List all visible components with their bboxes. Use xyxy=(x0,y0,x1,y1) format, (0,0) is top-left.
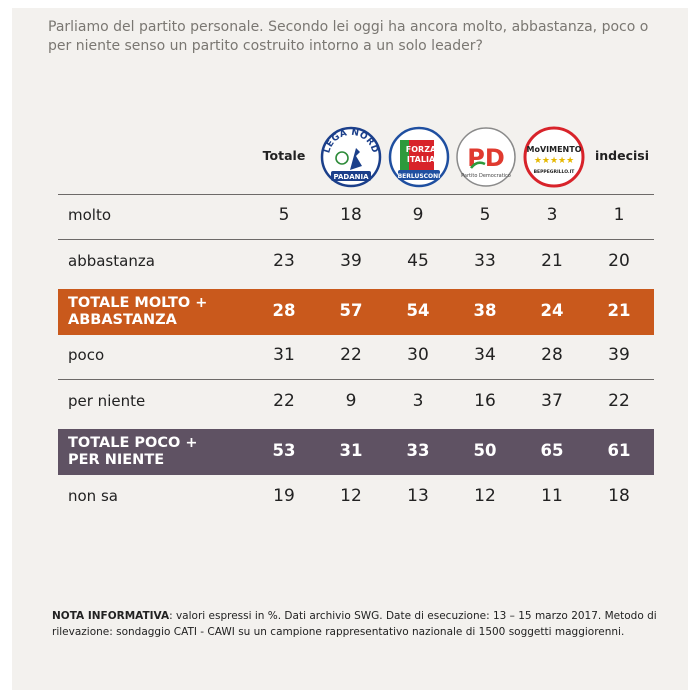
table-cell: 37 xyxy=(541,391,563,411)
table-cell: 24 xyxy=(540,301,564,320)
info-note: NOTA INFORMATIVA: valori espressi in %. … xyxy=(52,608,662,640)
header-separator xyxy=(58,194,654,195)
m5s-stars: ★★★★★ xyxy=(534,156,574,166)
table-cell: 12 xyxy=(340,486,362,506)
card-background xyxy=(12,8,688,690)
row-label: non sa xyxy=(68,487,118,505)
pd-bottom-text: Partito Democratico xyxy=(461,173,511,179)
row-label: TOTALE POCO + PER NIENTE xyxy=(68,435,198,468)
note-text: : valori espressi in %. Dati archivio SW… xyxy=(52,610,657,638)
pd-logo: PD Partito Democratico xyxy=(456,127,516,187)
table-cell: 33 xyxy=(474,251,496,271)
forza-text-l1: FORZA xyxy=(406,145,437,154)
table-cell: 38 xyxy=(473,301,497,320)
table-row: per niente 22 9 3 16 37 22 xyxy=(58,382,654,422)
row-separator xyxy=(58,239,654,240)
table-cell: 5 xyxy=(479,205,491,225)
table-cell: 28 xyxy=(272,301,296,320)
table-cell: 61 xyxy=(607,441,631,460)
table-cell: 31 xyxy=(339,441,363,460)
table-cell: 34 xyxy=(474,345,496,365)
table-cell: 5 xyxy=(278,205,290,225)
row-label: molto xyxy=(68,206,112,224)
table-cell: 22 xyxy=(273,391,295,411)
row-label: per niente xyxy=(68,392,146,410)
row-separator xyxy=(58,379,654,380)
note-heading: NOTA INFORMATIVA xyxy=(52,610,170,622)
table-cell: 13 xyxy=(407,486,429,506)
table-cell: 39 xyxy=(340,251,362,271)
table-row: abbastanza 23 39 45 33 21 20 xyxy=(58,242,654,282)
table-cell: 19 xyxy=(273,486,295,506)
table-cell: 33 xyxy=(406,441,430,460)
forza-text-l2: ITALIA xyxy=(407,155,436,164)
table-cell: 53 xyxy=(272,441,296,460)
table-cell: 1 xyxy=(613,205,625,225)
question-text: Parliamo del partito personale. Secondo … xyxy=(48,19,649,54)
table-row: non sa 19 12 13 12 11 18 xyxy=(58,477,654,517)
column-header-indecisi: indecisi xyxy=(594,148,650,163)
total-row: TOTALE POCO + PER NIENTE 53 31 33 50 65 61 xyxy=(58,429,654,475)
table-cell: 57 xyxy=(339,301,363,320)
row-label: abbastanza xyxy=(68,252,155,270)
forza-bottom-text: BERLUSCONI xyxy=(398,173,441,180)
table-cell: 9 xyxy=(345,391,357,411)
row-label: TOTALE MOLTO + ABBASTANZA xyxy=(68,295,208,328)
m5s-logo: MoVIMENTO ★★★★★ BEPPEGRILLO.IT xyxy=(523,126,585,188)
table-cell: 65 xyxy=(540,441,564,460)
table-cell: 50 xyxy=(473,441,497,460)
table-row: poco 31 22 30 34 28 39 xyxy=(58,336,654,376)
lega-nord-logo: LEGA NORD PADANIA xyxy=(320,126,382,188)
table-cell: 30 xyxy=(407,345,429,365)
table-cell: 18 xyxy=(340,205,362,225)
table-cell: 54 xyxy=(406,301,430,320)
table-cell: 12 xyxy=(474,486,496,506)
table-cell: 45 xyxy=(407,251,429,271)
table-cell: 3 xyxy=(546,205,558,225)
table-cell: 16 xyxy=(474,391,496,411)
m5s-bottom-text: BEPPEGRILLO.IT xyxy=(534,169,576,175)
table-cell: 3 xyxy=(412,391,424,411)
table-cell: 28 xyxy=(541,345,563,365)
table-cell: 20 xyxy=(608,251,630,271)
table-cell: 22 xyxy=(340,345,362,365)
lega-bottom-text: PADANIA xyxy=(333,173,369,181)
column-header-totale: Totale xyxy=(262,148,306,163)
total-row: TOTALE MOLTO + ABBASTANZA 28 57 54 38 24 21 xyxy=(58,289,654,335)
table-cell: 39 xyxy=(608,345,630,365)
table-cell: 11 xyxy=(541,486,563,506)
m5s-text-l1: MoVIMENTO xyxy=(526,145,581,154)
table-cell: 31 xyxy=(273,345,295,365)
table-cell: 23 xyxy=(273,251,295,271)
pd-mark: PD xyxy=(467,144,505,172)
forza-italia-logo: FORZA ITALIA BERLUSCONI xyxy=(388,126,450,188)
row-label: poco xyxy=(68,346,105,364)
table-cell: 21 xyxy=(541,251,563,271)
table-cell: 22 xyxy=(608,391,630,411)
table-cell: 9 xyxy=(412,205,424,225)
column-header-row: Totale LEGA NORD PADANIA FORZA ITALIA BE… xyxy=(0,126,700,188)
table-row: molto 5 18 9 5 3 1 xyxy=(58,196,654,236)
table-cell: 18 xyxy=(608,486,630,506)
table-cell: 21 xyxy=(607,301,631,320)
